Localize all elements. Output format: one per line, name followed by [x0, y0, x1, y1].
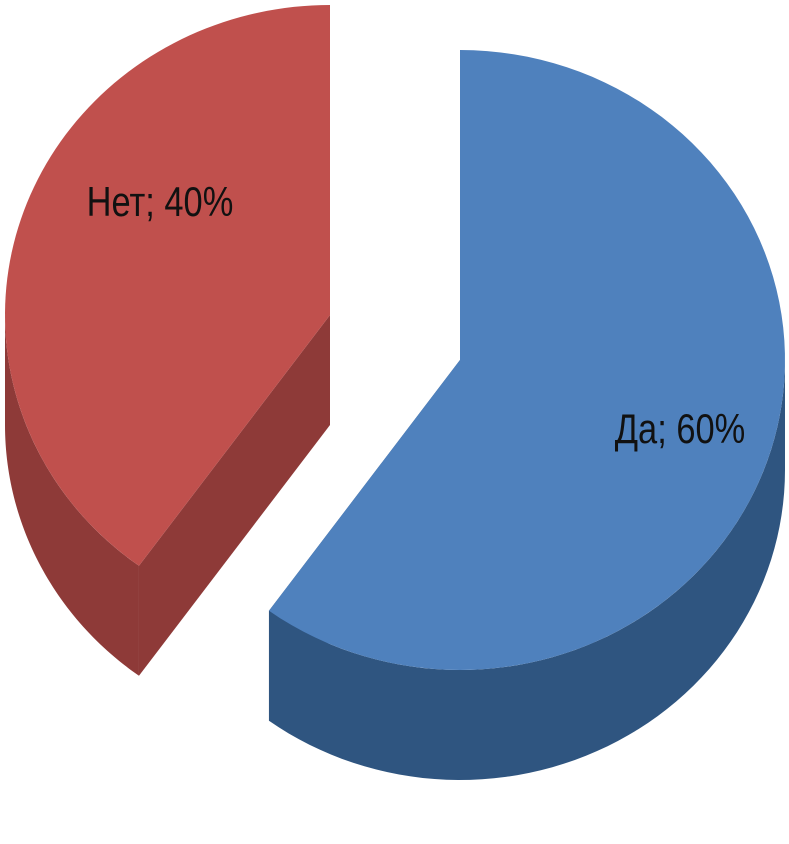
pie-slice	[5, 5, 330, 566]
slice-cut-face	[138, 315, 330, 676]
slice-side	[268, 360, 785, 780]
slice-side	[5, 315, 139, 676]
data-label: Да; 60%	[615, 406, 746, 453]
data-label: Нет; 40%	[87, 179, 234, 226]
pie-slice	[268, 50, 785, 670]
